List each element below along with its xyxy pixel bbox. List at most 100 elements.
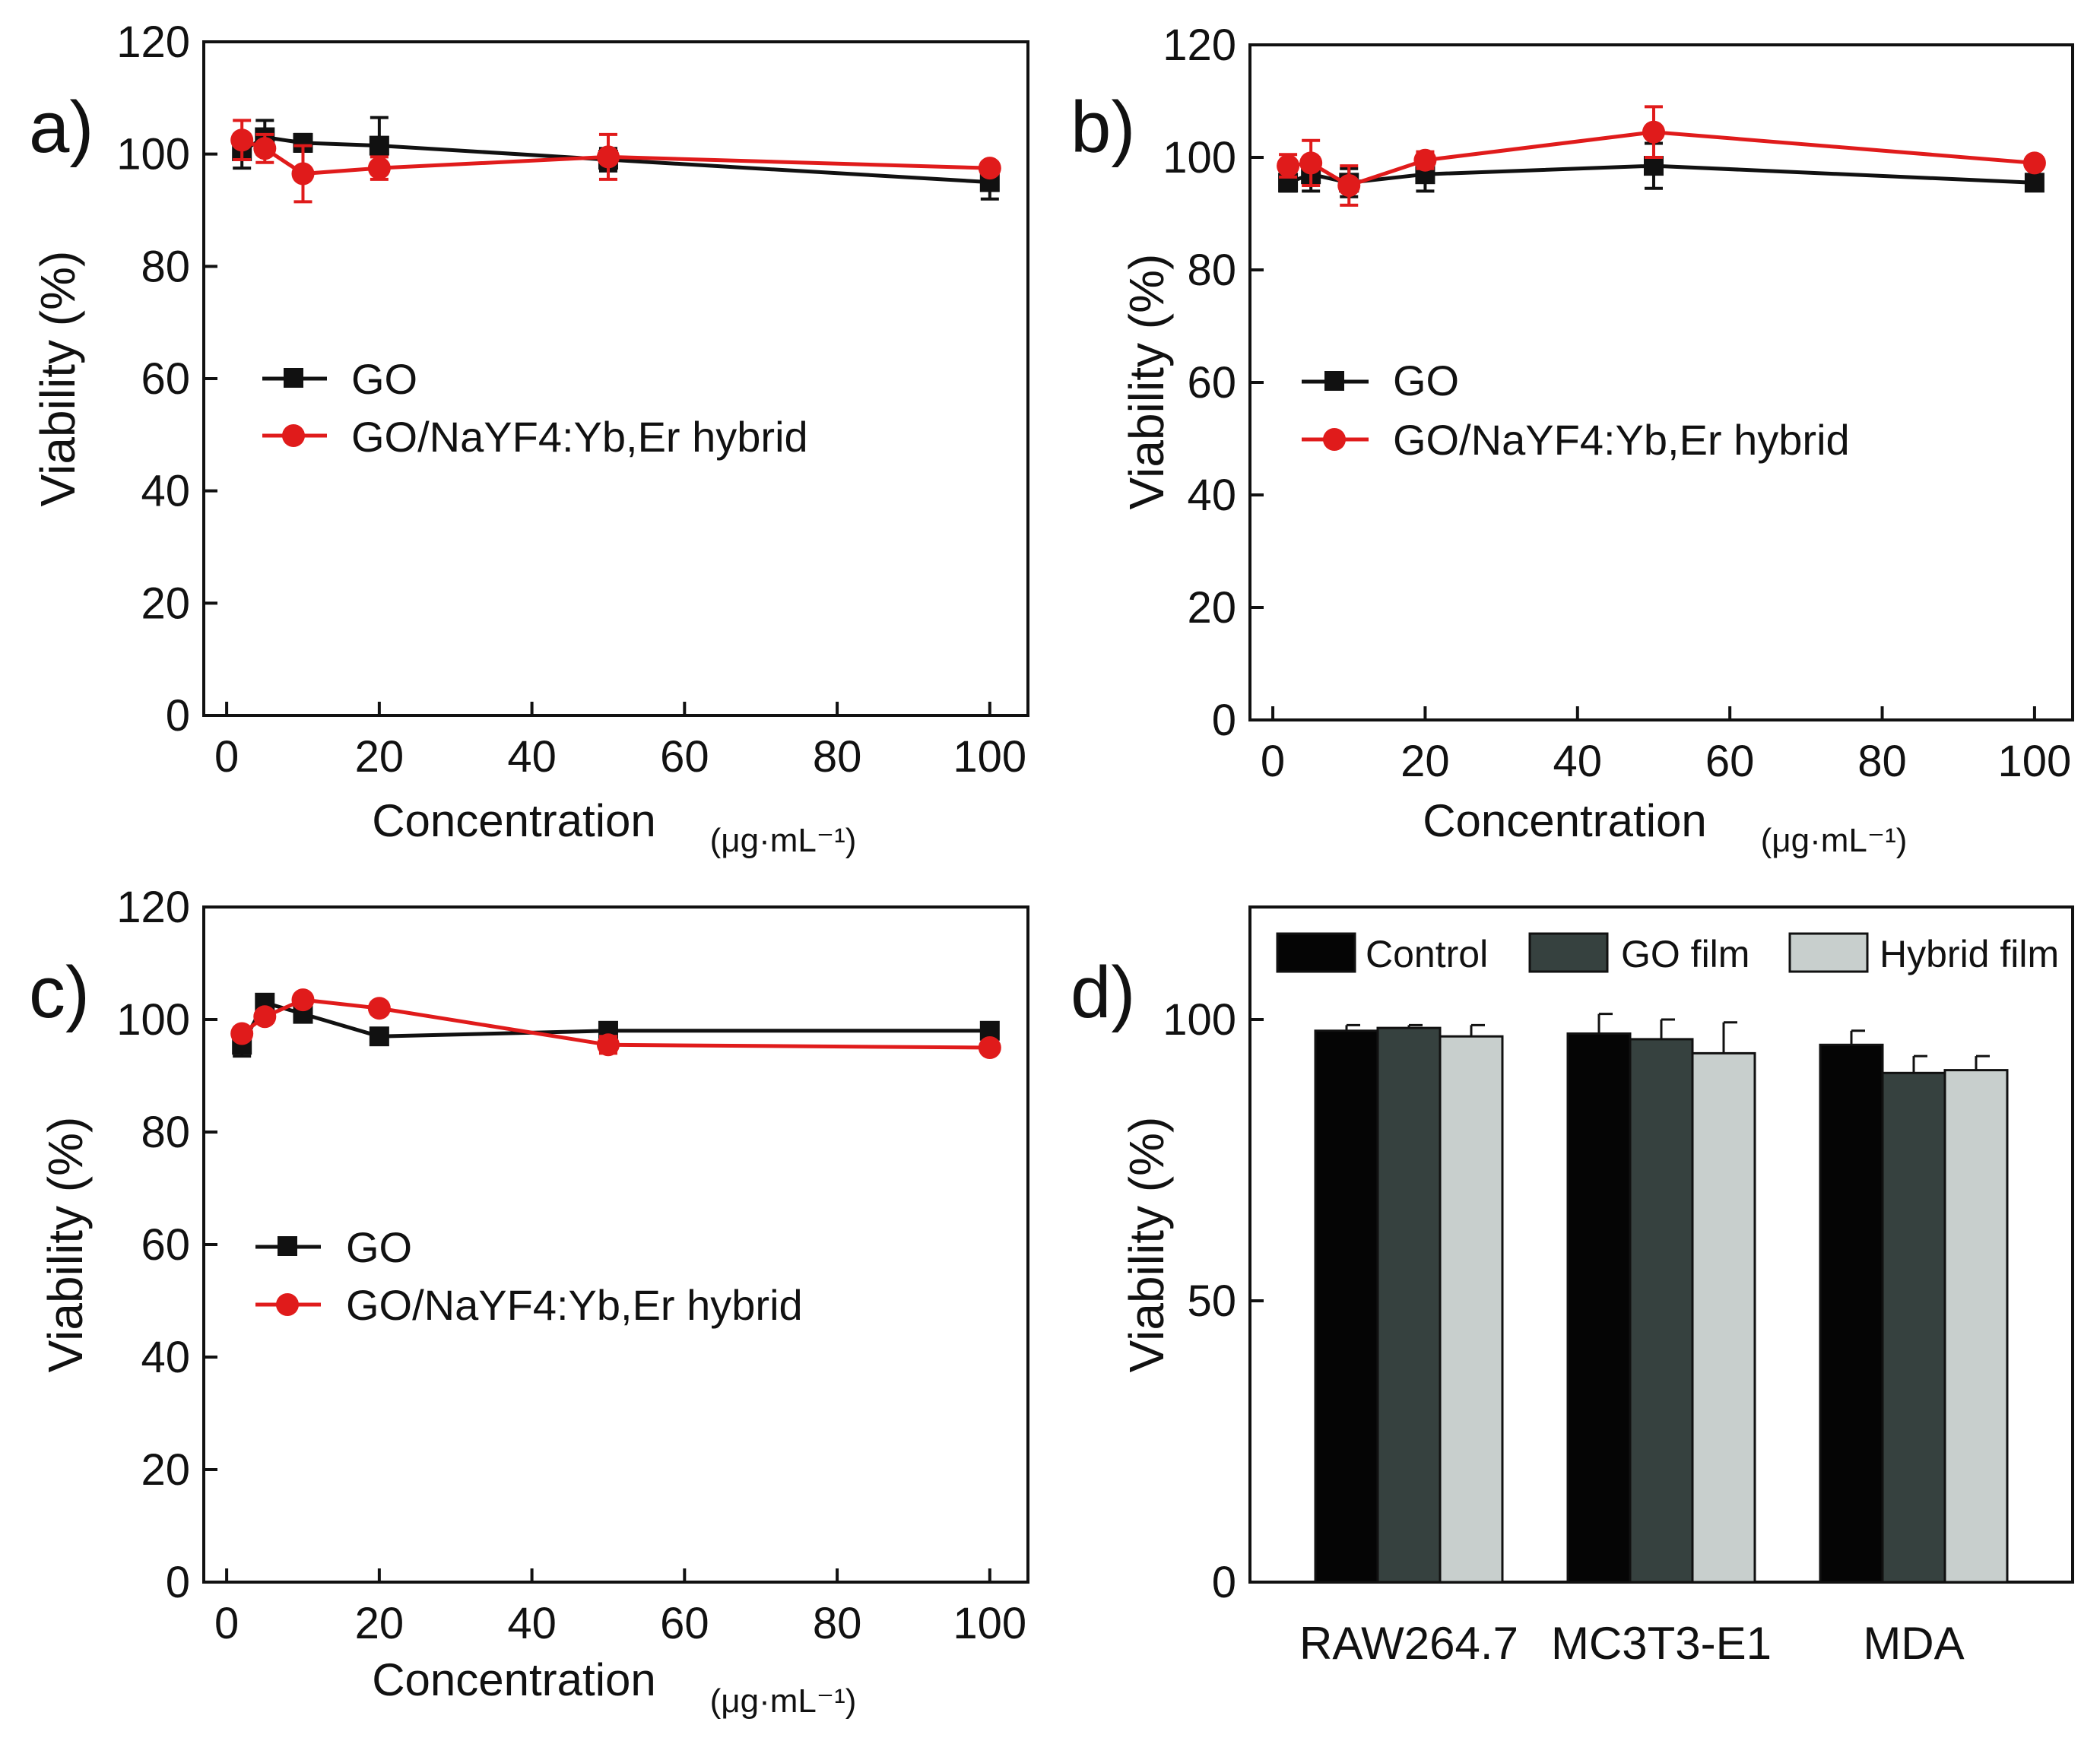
legend-label-hybrid: GO/NaYF4:Yb,Er hybrid — [351, 413, 808, 461]
data-point — [253, 1005, 277, 1029]
panel-d: d) 0 50 100 Viability (%) RAW264.7 MC3T3-E1… — [1071, 905, 2074, 1669]
x-tick-label: 20 — [355, 1599, 404, 1648]
legend-label-go: GO — [346, 1223, 412, 1271]
data-point — [2024, 173, 2044, 193]
x-tick-label: 60 — [1705, 737, 1755, 786]
legend-marker-hybrid — [282, 424, 305, 447]
x-axis: 0 20 40 60 80 100 — [214, 702, 1026, 782]
bar — [1376, 1026, 1442, 1584]
series-hybrid — [230, 988, 1001, 1059]
data-point — [230, 1022, 254, 1045]
x-tick-label: 100 — [953, 732, 1026, 782]
data-point — [369, 1026, 389, 1047]
series-layer — [230, 988, 1001, 1059]
data-point — [1642, 120, 1665, 144]
y-tick-label: 100 — [116, 130, 190, 179]
data-point — [1277, 154, 1300, 178]
x-tick-label: 40 — [507, 1599, 557, 1648]
data-point — [1299, 151, 1323, 175]
bar — [1691, 1051, 1756, 1584]
x-tick-label: 80 — [813, 732, 862, 782]
legend: Control GO film Hybrid film — [1276, 932, 2059, 975]
y-axis: 0 20 40 60 80 100 120 — [1163, 21, 1264, 745]
panel-label: c) — [29, 952, 90, 1033]
x-axis-unit: (μg·mL⁻¹) — [710, 822, 857, 859]
bar-group — [1819, 1029, 2009, 1584]
data-point — [596, 1033, 620, 1057]
x-tick-label: 40 — [507, 732, 557, 782]
legend-label-go: GO — [1393, 357, 1459, 404]
plot-frame — [202, 905, 1029, 1584]
series-hybrid — [230, 119, 1001, 204]
legend-label-hybrid-film: Hybrid film — [1880, 933, 2059, 975]
y-tick-label: 60 — [1187, 358, 1236, 408]
data-point — [291, 162, 315, 186]
y-tick-label: 20 — [141, 1445, 190, 1495]
y-axis-label: Viability (%) — [38, 1117, 93, 1373]
category-label: MC3T3-E1 — [1551, 1618, 1772, 1669]
y-tick-label: 60 — [141, 354, 190, 404]
series-layer — [1277, 105, 2046, 207]
x-tick-label: 0 — [1261, 737, 1285, 786]
series-layer — [230, 116, 1001, 204]
x-tick-label: 100 — [953, 1599, 1026, 1648]
data-point — [291, 988, 315, 1012]
y-axis: 0 50 100 — [1163, 995, 1264, 1607]
y-axis: 0 20 40 60 80 100 120 — [116, 883, 217, 1607]
legend-marker-go — [278, 1236, 297, 1256]
x-tick-label: 80 — [1857, 737, 1907, 786]
data-point — [1337, 174, 1361, 197]
bars-layer — [1314, 1013, 2009, 1584]
data-point — [367, 157, 391, 180]
panel-label: d) — [1071, 952, 1135, 1033]
bar — [1819, 1043, 1884, 1584]
data-point — [230, 128, 254, 152]
x-axis-label: Concentration — [372, 1654, 656, 1705]
y-axis: 0 20 40 60 80 100 120 — [116, 17, 217, 740]
x-tick-label: 60 — [660, 1599, 709, 1648]
bar — [1881, 1071, 1946, 1584]
y-tick-label: 60 — [141, 1220, 190, 1270]
x-tick-label: 0 — [214, 1599, 239, 1648]
x-axis: 0 20 40 60 80 100 — [214, 1568, 1026, 1648]
y-tick-label: 0 — [166, 1558, 190, 1607]
y-tick-label: 50 — [1187, 1276, 1236, 1326]
bar — [1629, 1038, 1694, 1584]
bar — [1566, 1032, 1632, 1584]
series-hybrid — [1277, 105, 2046, 207]
data-point — [978, 1036, 1001, 1059]
legend-label-go: GO — [351, 355, 417, 403]
panel-label: a) — [29, 87, 94, 168]
y-tick-label: 40 — [141, 467, 190, 516]
x-tick-label: 80 — [813, 1599, 862, 1648]
y-tick-label: 0 — [1212, 1558, 1236, 1607]
data-point — [978, 157, 1001, 180]
panel-b: b) 0 20 40 60 80 100 120 0 20 40 60 80 100 Viabilit… — [1071, 21, 2074, 859]
x-tick-label: 20 — [355, 732, 404, 782]
category-labels: RAW264.7 MC3T3-E1 MDA — [1299, 1618, 1965, 1669]
bar-group — [1314, 1023, 1504, 1584]
data-point — [253, 137, 277, 160]
plot-frame — [1248, 43, 2074, 721]
y-tick-label: 40 — [141, 1333, 190, 1382]
legend-marker-go — [284, 368, 303, 388]
panel-c: c) 0 20 40 60 80 100 120 0 20 40 60 80 100 Viabilit… — [29, 883, 1029, 1720]
y-tick-label: 100 — [1163, 133, 1236, 182]
x-tick-label: 40 — [1553, 737, 1603, 786]
bar — [1439, 1035, 1504, 1584]
legend-swatch-go-film — [1528, 932, 1609, 973]
x-axis: 0 20 40 60 80 100 — [1261, 706, 2071, 786]
data-point — [1643, 156, 1664, 176]
x-tick-label: 0 — [214, 732, 239, 782]
x-tick-label: 100 — [1998, 737, 2072, 786]
y-tick-label: 120 — [116, 17, 190, 67]
legend-label-control: Control — [1366, 933, 1488, 975]
data-point — [596, 145, 620, 169]
bar-group — [1566, 1013, 1756, 1584]
data-point — [367, 997, 391, 1020]
x-axis-unit: (μg·mL⁻¹) — [710, 1682, 857, 1720]
bar — [1943, 1069, 2009, 1584]
panel-label: b) — [1071, 87, 1135, 168]
y-tick-label: 20 — [141, 579, 190, 628]
